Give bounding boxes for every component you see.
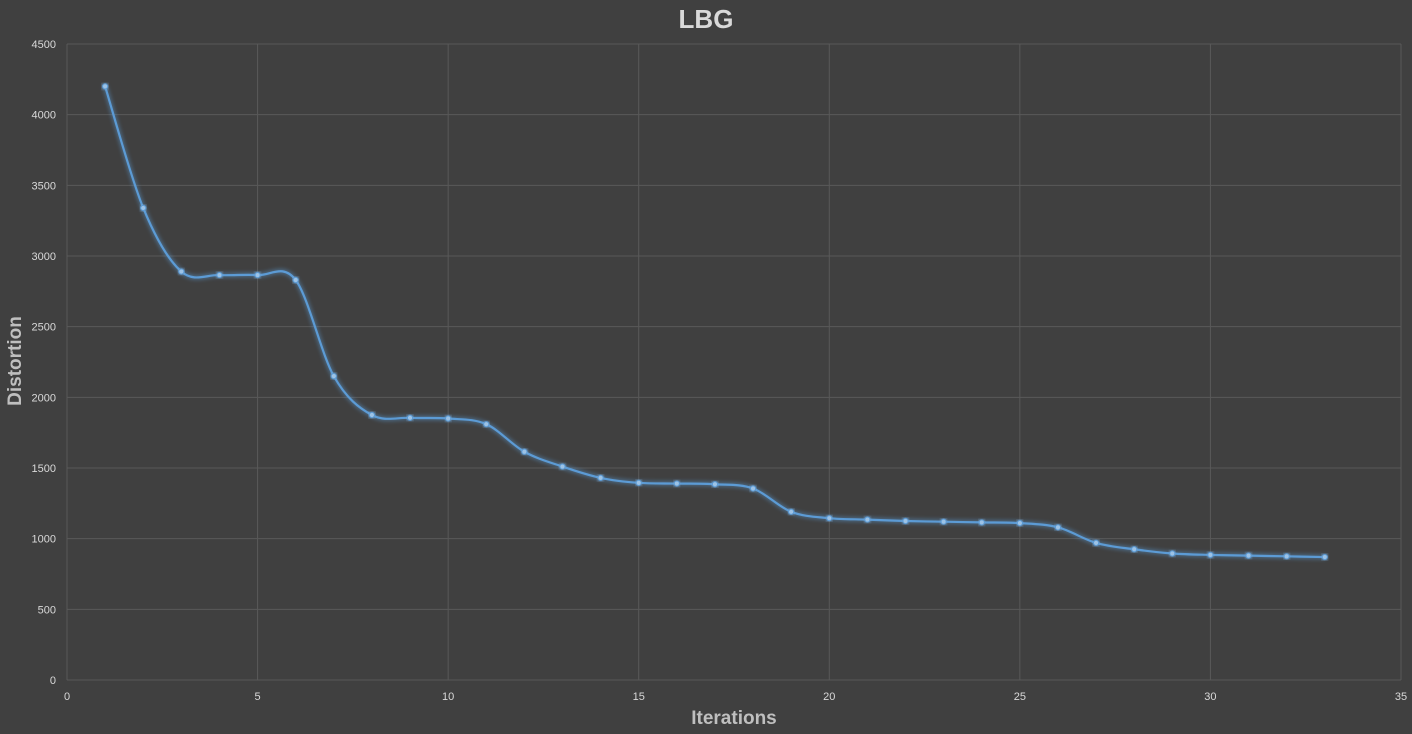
data-point: [1321, 553, 1328, 561]
x-tick-label: 35: [1395, 691, 1407, 703]
y-tick-label: 2000: [32, 392, 56, 404]
x-tick-label: 5: [255, 691, 261, 703]
data-point: [711, 481, 719, 488]
data-point: [749, 485, 757, 492]
data-point: [1092, 539, 1100, 547]
x-tick-label: 20: [823, 691, 835, 703]
data-point: [978, 519, 985, 526]
data-point: [673, 480, 680, 487]
series-layer: [102, 83, 1328, 561]
data-point: [1207, 551, 1214, 559]
x-tick-label: 0: [64, 691, 70, 703]
x-tick-label: 25: [1014, 691, 1026, 703]
y-axis-title: Distortion: [5, 316, 26, 406]
y-tick-label: 0: [50, 675, 56, 687]
data-point: [1131, 546, 1138, 553]
y-tick-label: 500: [38, 604, 56, 616]
data-point: [406, 414, 414, 421]
y-tick-label: 3500: [32, 180, 56, 192]
data-point: [826, 515, 833, 522]
data-point: [788, 508, 795, 515]
y-tick-label: 2500: [32, 322, 56, 334]
data-point: [292, 276, 299, 284]
data-point: [1283, 553, 1290, 560]
tick-labels: 0 500 1000 1500 2000 2500 3000 3500 4000 4500 0 5 10…: [32, 39, 1408, 703]
y-tick-label: 4500: [32, 39, 56, 51]
x-tick-label: 15: [633, 691, 645, 703]
data-point: [902, 517, 909, 525]
grid-lines: [66, 43, 1402, 681]
data-point: [559, 463, 566, 470]
y-tick-label: 3000: [32, 251, 56, 263]
data-point: [178, 268, 185, 275]
data-point: [1169, 550, 1176, 557]
data-point: [368, 411, 376, 419]
data-point: [254, 271, 261, 279]
data-point: [864, 516, 871, 523]
x-tick-label: 30: [1204, 691, 1216, 703]
data-point: [330, 373, 337, 380]
data-point: [216, 271, 223, 279]
chart-title: LBG: [678, 4, 734, 34]
data-point: [1016, 520, 1023, 527]
data-point: [635, 479, 642, 486]
y-tick-label: 1500: [32, 463, 56, 475]
data-point: [140, 204, 147, 212]
x-axis-title: Iterations: [691, 708, 777, 729]
data-point: [940, 518, 947, 525]
data-point: [445, 415, 452, 422]
x-tick-label: 10: [442, 691, 454, 703]
data-point: [597, 474, 604, 481]
data-point: [521, 448, 528, 455]
data-point: [102, 83, 109, 90]
y-tick-label: 1000: [32, 534, 56, 546]
data-point: [483, 421, 490, 428]
y-tick-label: 4000: [32, 110, 56, 122]
data-point: [1054, 524, 1062, 531]
data-point: [1245, 552, 1252, 559]
